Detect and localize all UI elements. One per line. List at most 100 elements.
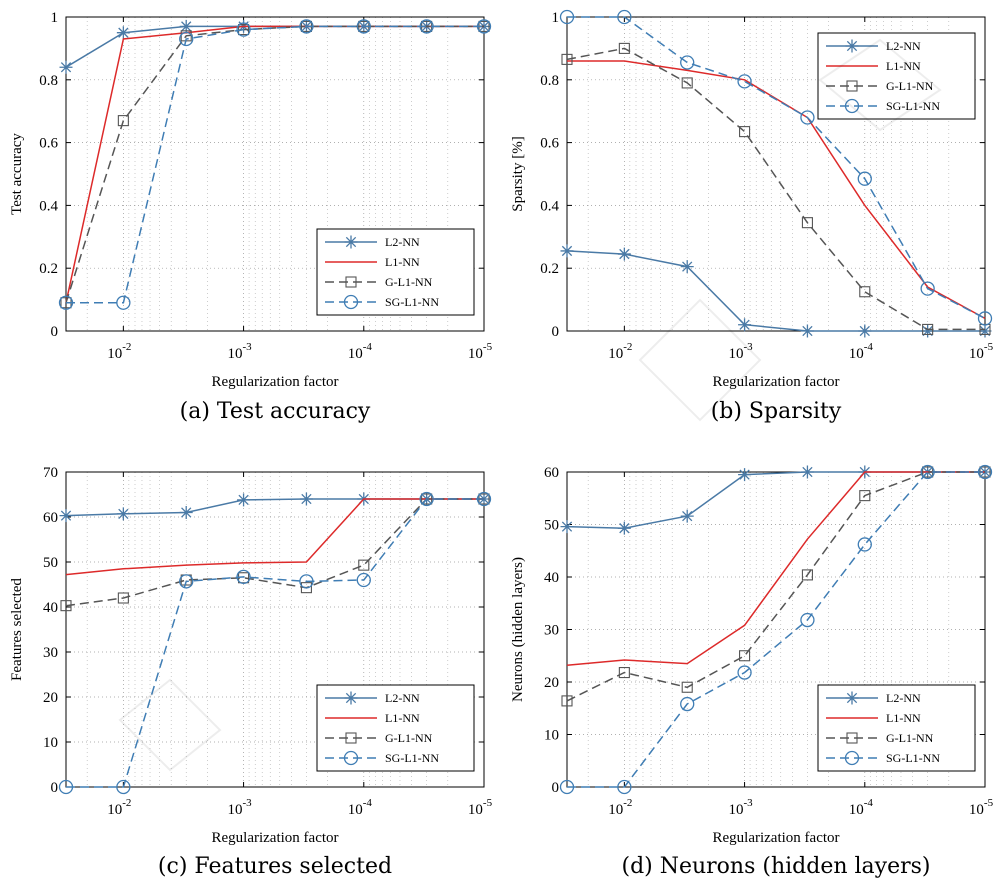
y-tick-label: 0 xyxy=(552,780,560,796)
plot-frame xyxy=(65,471,485,788)
y-tick-label: 0.8 xyxy=(39,73,58,89)
y-tick-label: 0 xyxy=(552,324,560,340)
x-tick-label: 10-3 xyxy=(728,797,753,818)
legend-label: G-L1-NN xyxy=(886,79,934,93)
data-point-gl1 xyxy=(739,126,751,138)
data-point-l2 xyxy=(179,19,193,33)
data-point-sgl1 xyxy=(559,779,575,795)
data-point-sgl1 xyxy=(299,19,314,34)
legend-marker-sgl1 xyxy=(343,750,359,766)
y-tick-label: 0.8 xyxy=(540,73,559,89)
data-point-sgl1 xyxy=(737,665,752,680)
data-point-sgl1 xyxy=(680,55,695,70)
chart-panel-1: 0 0.2 0.4 0.6 0.8 1 10-2 10-3 10-4 10-5 Regulariza… xyxy=(9,10,493,424)
legend-marker-l2 xyxy=(845,691,859,705)
series-gl1 xyxy=(561,42,991,335)
y-tick-label: 0.2 xyxy=(39,261,58,277)
legend-marker-gl1 xyxy=(345,732,357,744)
series-l1 xyxy=(65,498,484,576)
data-point-gl1 xyxy=(618,42,630,54)
series-line-gl1 xyxy=(65,25,484,303)
data-point-gl1 xyxy=(801,569,813,581)
data-point-gl1 xyxy=(300,582,312,594)
chart-panel-2: 0 0.2 0.4 0.6 0.8 1 10-2 10-3 10-4 10-5 Regulariza… xyxy=(510,9,994,424)
data-point-l2 xyxy=(800,324,814,338)
panel-caption: (d) Neurons (hidden layers) xyxy=(621,854,930,879)
legend-marker-sgl1 xyxy=(343,294,359,310)
data-point-sgl1 xyxy=(559,9,575,25)
legend-label: G-L1-NN xyxy=(385,731,433,745)
x-tick-label: 10-2 xyxy=(107,797,131,818)
data-point-gl1 xyxy=(421,493,433,505)
x-tick-label: 10-2 xyxy=(608,797,632,818)
y-tick-label: 0.6 xyxy=(540,136,559,152)
series-sgl1 xyxy=(559,9,993,326)
legend: L2-NN L1-NN G-L1-NN SG-L1-NN xyxy=(316,684,475,772)
data-point-sgl1 xyxy=(116,295,131,310)
data-point-sgl1 xyxy=(179,31,194,47)
chart-panel-4: 0 10 20 30 40 50 60 10-2 10-3 10-4 10-5 Regularizat… xyxy=(510,464,994,879)
legend-marker-l2 xyxy=(845,39,859,53)
data-point-gl1 xyxy=(681,681,693,693)
legend-marker-gl1 xyxy=(345,276,357,288)
series-l2 xyxy=(59,492,491,523)
series-line-gl1 xyxy=(566,47,985,331)
panel-caption: (b) Sparsity xyxy=(711,399,842,424)
chart-panel-3: 0 10 20 30 40 50 60 70 10-2 10-3 10-4 10-5 Regulariz… xyxy=(9,465,493,879)
series-sgl1 xyxy=(58,19,492,310)
data-point-sgl1 xyxy=(58,295,74,310)
data-point-sgl1 xyxy=(977,311,993,326)
x-tick-label: 10-2 xyxy=(608,341,632,362)
y-tick-label: 50 xyxy=(544,518,559,534)
y-axis-label: Neurons (hidden layers) xyxy=(510,557,526,702)
data-point-l2 xyxy=(800,465,814,479)
legend-label: L1-NN xyxy=(385,255,420,269)
data-point-l2 xyxy=(59,60,73,74)
x-tick-label: 10-4 xyxy=(849,797,874,818)
data-point-gl1 xyxy=(561,53,573,65)
data-point-sgl1 xyxy=(356,19,371,34)
legend-marker-l2 xyxy=(344,235,358,249)
legend-box xyxy=(316,684,475,772)
legend-label: L2-NN xyxy=(385,235,420,249)
data-point-sgl1 xyxy=(179,574,194,589)
data-point-sgl1 xyxy=(476,19,492,34)
legend-label: L1-NN xyxy=(886,711,921,725)
x-tick-label: 10-3 xyxy=(227,341,252,362)
y-tick-label: 0.4 xyxy=(540,198,559,214)
data-point-sgl1 xyxy=(617,9,632,25)
legend-label: SG-L1-NN xyxy=(886,751,940,765)
x-tick-label: 10-4 xyxy=(849,341,874,362)
series-gl1 xyxy=(561,466,991,707)
data-point-sgl1 xyxy=(419,19,434,34)
legend-label: SG-L1-NN xyxy=(385,295,439,309)
x-tick-label: 10-5 xyxy=(969,341,994,362)
legend-label: L2-NN xyxy=(385,691,420,705)
panel-caption: (a) Test accuracy xyxy=(180,399,371,424)
y-tick-label: 30 xyxy=(43,645,58,661)
legend: L2-NN L1-NN G-L1-NN SG-L1-NN xyxy=(316,228,475,316)
legend-marker-gl1 xyxy=(846,732,858,744)
y-tick-label: 30 xyxy=(544,623,559,639)
legend-marker-l2 xyxy=(344,691,358,705)
legend-label: L1-NN xyxy=(385,711,420,725)
data-point-sgl1 xyxy=(476,491,492,507)
series-line-l1 xyxy=(566,471,985,666)
y-tick-label: 10 xyxy=(544,728,559,744)
x-tick-label: 10-5 xyxy=(969,797,994,818)
data-point-l2 xyxy=(921,324,935,338)
data-point-l2 xyxy=(738,468,752,482)
data-point-gl1 xyxy=(60,600,72,612)
data-point-sgl1 xyxy=(236,569,251,584)
x-tick-label: 10-3 xyxy=(227,797,252,818)
series-l2 xyxy=(560,244,992,338)
legend-label: L2-NN xyxy=(886,691,921,705)
data-point-l2 xyxy=(617,521,631,535)
data-point-l2 xyxy=(680,509,694,523)
x-tick-label: 10-4 xyxy=(348,341,373,362)
series-line-gl1 xyxy=(566,471,985,702)
data-point-sgl1 xyxy=(419,491,434,507)
y-tick-label: 20 xyxy=(544,675,559,691)
